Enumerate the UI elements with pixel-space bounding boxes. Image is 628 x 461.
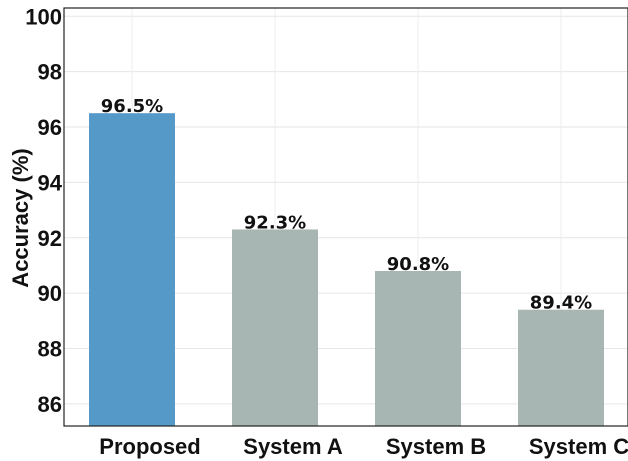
bar-value-label: 89.4% <box>530 293 592 314</box>
y-axis-ticks: 86 88 90 92 94 96 98 100 <box>25 4 62 417</box>
bar <box>375 270 461 426</box>
y-axis-label: Accuracy (%) <box>8 148 33 287</box>
y-tick-label: 98 <box>38 60 62 85</box>
x-tick-label: Proposed <box>99 434 200 459</box>
bar <box>232 229 318 426</box>
y-tick-label: 86 <box>38 392 62 417</box>
y-tick-label: 94 <box>38 170 63 195</box>
data-labels: 96.5% 92.3% 90.8% 89.4% <box>101 96 592 314</box>
bars <box>89 113 604 427</box>
bar <box>89 113 175 427</box>
y-tick-label: 90 <box>38 281 62 306</box>
y-tick-label: 100 <box>25 4 62 29</box>
y-tick-label: 88 <box>38 336 62 361</box>
bar-value-label: 92.3% <box>244 212 306 233</box>
y-tick-label: 96 <box>38 115 62 140</box>
x-axis-ticks: Proposed System A System B System C <box>99 434 628 459</box>
bar <box>518 309 604 426</box>
bar-value-label: 96.5% <box>101 96 163 117</box>
bar-value-label: 90.8% <box>387 254 449 275</box>
y-tick-label: 92 <box>38 226 62 251</box>
x-tick-label: System B <box>386 434 486 459</box>
x-tick-label: System C <box>529 434 628 459</box>
plot-frame <box>63 7 628 427</box>
x-tick-label: System A <box>243 434 343 459</box>
